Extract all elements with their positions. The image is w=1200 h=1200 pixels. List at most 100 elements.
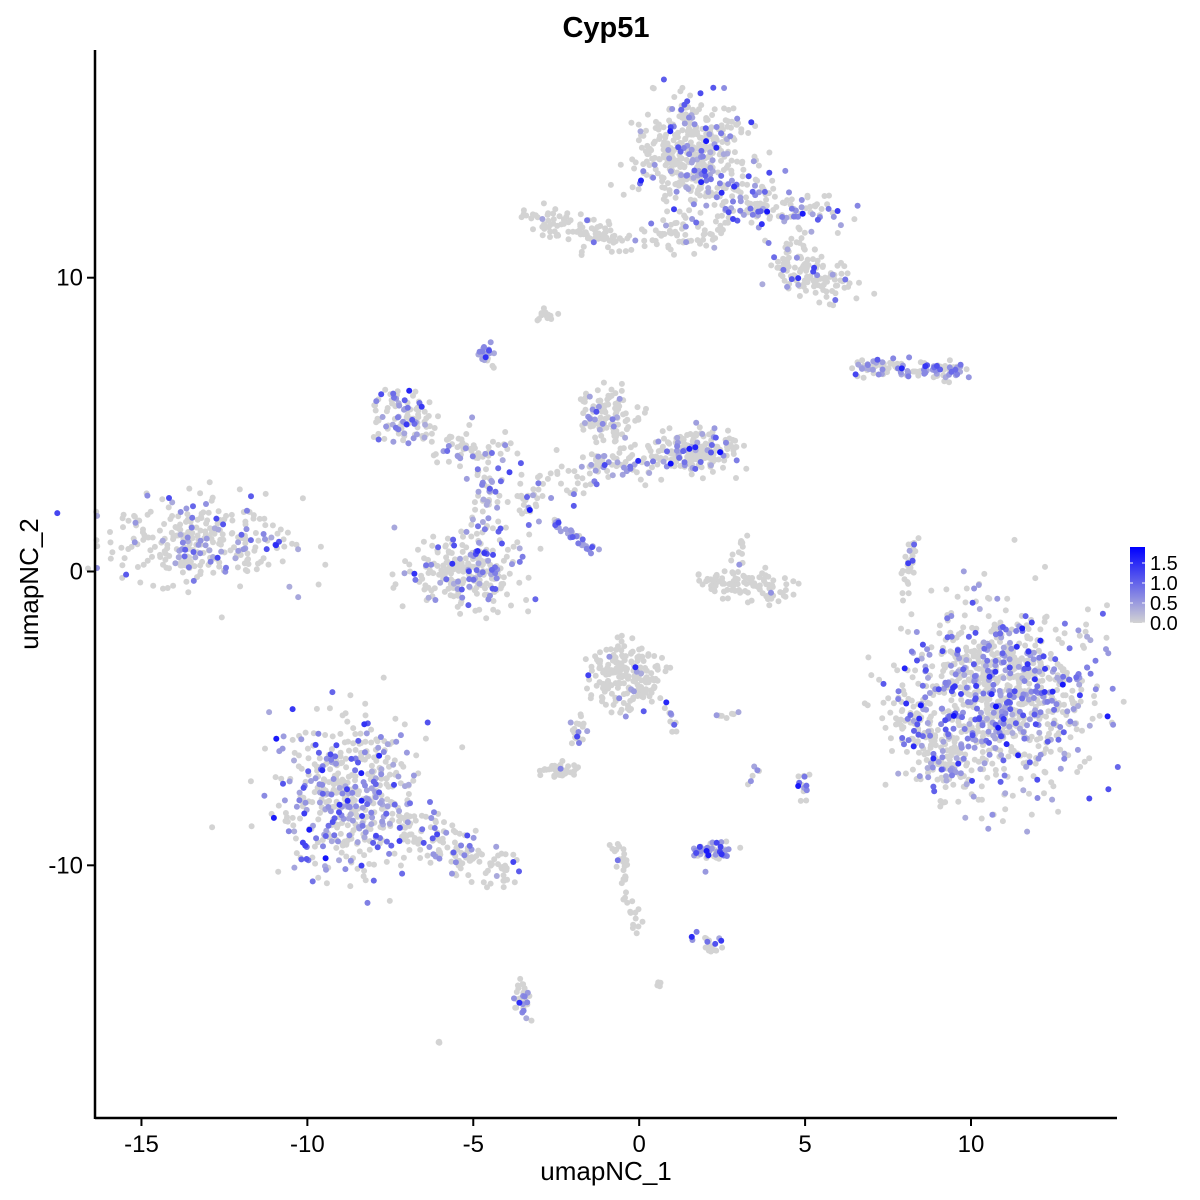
cell-point bbox=[516, 868, 522, 875]
cell-point bbox=[183, 578, 190, 585]
cell-point bbox=[739, 180, 746, 187]
cell-point bbox=[378, 775, 385, 782]
cell-point bbox=[406, 561, 413, 568]
cell-point bbox=[625, 424, 632, 430]
cell-point bbox=[820, 287, 827, 293]
cell-point bbox=[312, 775, 319, 782]
cell-point bbox=[1006, 723, 1013, 730]
cell-point bbox=[951, 739, 958, 745]
cell-point bbox=[646, 470, 653, 476]
cell-point bbox=[584, 685, 590, 692]
cell-point bbox=[570, 491, 577, 498]
cell-point bbox=[481, 474, 488, 481]
cell-point bbox=[1084, 664, 1091, 671]
cell-point bbox=[378, 771, 385, 778]
cell-point bbox=[983, 706, 990, 713]
cell-point bbox=[586, 415, 593, 422]
cell-point bbox=[428, 430, 435, 437]
cell-point bbox=[659, 428, 666, 435]
cell-point bbox=[479, 481, 486, 488]
cell-point bbox=[560, 216, 567, 223]
cell-point bbox=[1032, 642, 1039, 649]
cell-point bbox=[197, 490, 204, 497]
cell-point bbox=[156, 527, 163, 534]
cell-point bbox=[504, 499, 511, 505]
cell-point bbox=[215, 526, 222, 533]
cell-point bbox=[311, 789, 318, 796]
cell-point bbox=[990, 681, 997, 688]
cell-point bbox=[678, 172, 685, 179]
cell-point bbox=[618, 632, 625, 639]
cell-point bbox=[718, 189, 725, 196]
cell-point bbox=[859, 365, 865, 372]
cell-point bbox=[728, 124, 734, 131]
cell-point bbox=[415, 414, 422, 421]
cell-point bbox=[790, 591, 797, 598]
cell-point bbox=[917, 359, 924, 366]
cell-point bbox=[834, 262, 841, 269]
cell-point bbox=[372, 407, 379, 414]
cell-point bbox=[397, 780, 404, 787]
cell-point bbox=[666, 425, 673, 432]
cell-point bbox=[439, 835, 446, 842]
cell-point bbox=[650, 685, 657, 692]
cell-point bbox=[410, 392, 416, 399]
cell-point bbox=[709, 157, 716, 164]
cell-point bbox=[825, 205, 832, 212]
cell-point bbox=[730, 451, 737, 457]
cell-point bbox=[554, 471, 561, 477]
cell-point bbox=[383, 858, 390, 865]
cell-point bbox=[312, 741, 319, 748]
cell-point bbox=[489, 547, 496, 554]
cell-point bbox=[1028, 811, 1035, 818]
cell-point bbox=[1047, 650, 1054, 657]
cell-point bbox=[596, 679, 603, 686]
cell-point bbox=[378, 766, 385, 773]
cell-point bbox=[890, 355, 897, 362]
cell-point bbox=[303, 856, 310, 862]
cell-point bbox=[388, 842, 395, 849]
cell-point bbox=[594, 224, 601, 231]
cell-point bbox=[352, 767, 359, 774]
cell-point bbox=[672, 220, 679, 227]
cell-point bbox=[370, 434, 377, 440]
cell-point bbox=[780, 592, 787, 599]
cell-point bbox=[763, 196, 770, 203]
cell-point bbox=[795, 224, 802, 231]
cell-point bbox=[725, 846, 732, 853]
cell-point bbox=[424, 719, 431, 726]
cell-point bbox=[502, 851, 509, 858]
cell-point bbox=[485, 459, 492, 466]
cell-point bbox=[998, 733, 1005, 740]
cell-point bbox=[947, 767, 954, 774]
cell-point bbox=[960, 568, 967, 575]
cell-point bbox=[274, 530, 281, 537]
cell-point bbox=[989, 811, 996, 818]
cell-point bbox=[889, 748, 895, 754]
cell-point bbox=[955, 798, 962, 805]
cell-point bbox=[1013, 628, 1020, 634]
x-tick-label: -15 bbox=[124, 1131, 159, 1158]
cell-point bbox=[483, 615, 490, 622]
cell-point bbox=[362, 712, 369, 719]
cell-point bbox=[832, 297, 839, 303]
cell-point bbox=[699, 475, 706, 482]
cell-point bbox=[887, 709, 894, 716]
cell-point bbox=[834, 282, 841, 289]
cell-point bbox=[942, 784, 949, 791]
cell-point bbox=[631, 165, 638, 172]
cell-point bbox=[468, 533, 475, 540]
cell-point bbox=[703, 138, 710, 145]
cell-point bbox=[534, 214, 541, 221]
cell-point bbox=[842, 276, 849, 283]
cell-point bbox=[1037, 709, 1044, 716]
cell-point bbox=[383, 775, 390, 782]
cell-point bbox=[248, 823, 255, 830]
cell-point bbox=[929, 764, 936, 771]
cell-point bbox=[782, 256, 789, 263]
cell-point bbox=[457, 463, 463, 470]
cell-point bbox=[578, 463, 585, 470]
cell-point bbox=[737, 207, 744, 214]
cell-point bbox=[644, 111, 651, 118]
cell-point bbox=[567, 527, 574, 534]
